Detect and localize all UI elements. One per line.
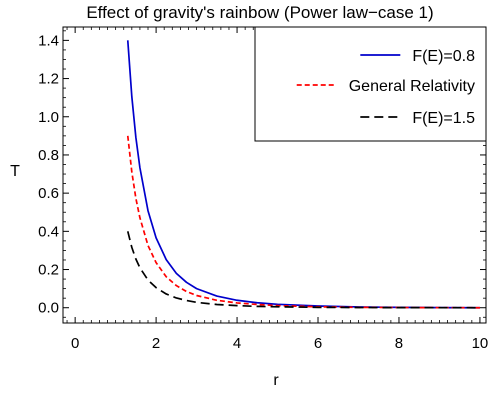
y-tick-label: 0.8 bbox=[38, 147, 59, 164]
y-tick-label: 0.0 bbox=[38, 300, 59, 317]
x-tick-label: 8 bbox=[395, 335, 403, 352]
series-line-2 bbox=[126, 135, 480, 309]
y-tick-label: 1.2 bbox=[38, 71, 59, 88]
y-tick-label: 1.4 bbox=[38, 32, 59, 49]
legend-label: F(E)=1.5 bbox=[412, 110, 475, 127]
series-line-3 bbox=[126, 231, 480, 309]
x-tick-label: 0 bbox=[71, 335, 79, 352]
y-tick-label: 0.2 bbox=[38, 262, 59, 279]
y-axis-title: T bbox=[10, 163, 20, 180]
legend-label: General Relativity bbox=[349, 78, 475, 95]
x-tick-label: 4 bbox=[233, 335, 241, 352]
y-tick-label: 0.4 bbox=[38, 223, 59, 240]
legend-box bbox=[254, 26, 487, 142]
y-tick-label: 0.6 bbox=[38, 185, 59, 202]
legend: F(E)=0.8 General Relativity F(E)=1.5 bbox=[254, 26, 487, 142]
y-tick-label: 1.0 bbox=[38, 109, 59, 126]
chart-title: Effect of gravity's rainbow (Power law−c… bbox=[86, 3, 433, 22]
x-axis-title: r bbox=[273, 372, 279, 389]
legend-label: F(E)=0.8 bbox=[412, 48, 475, 65]
x-tick-label: 2 bbox=[152, 335, 160, 352]
x-tick-label: 6 bbox=[314, 335, 322, 352]
series-layer bbox=[126, 40, 480, 309]
x-tick-label: 10 bbox=[472, 335, 489, 352]
